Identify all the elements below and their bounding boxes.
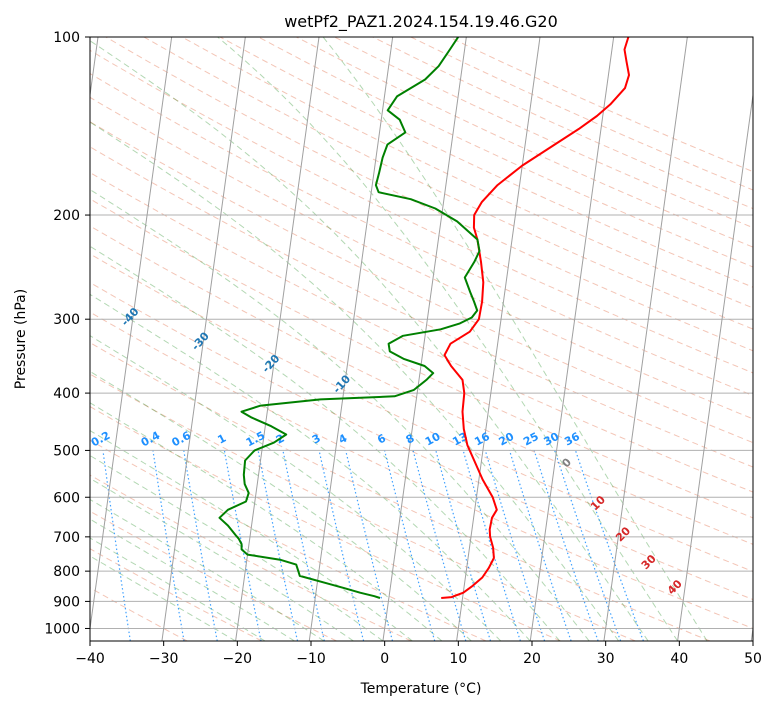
- mixing-ratio-line: [282, 450, 325, 641]
- x-axis: −40 −30 −20 −10 0 10 20 30 40 50: [75, 641, 762, 667]
- mixing-ratio-line: [574, 450, 644, 641]
- skewed-isotherms: [90, 37, 753, 641]
- moist-adiabat-line: [90, 188, 590, 641]
- dry-adiabat-line: [90, 439, 487, 641]
- moist-adiabat-line: [322, 37, 708, 641]
- dry-adiabat-line: [90, 171, 753, 493]
- moist-adiabat-line: [90, 293, 531, 641]
- isotherm-line: [308, 37, 394, 641]
- mixing-ratio-label: 16: [472, 430, 492, 449]
- x-tick-label: −20: [223, 651, 253, 667]
- x-tick-label: 0: [380, 651, 389, 667]
- isotherm-line: [90, 37, 173, 633]
- mixing-ratio-line: [462, 450, 521, 641]
- y-tick-label: 800: [53, 564, 80, 580]
- y-tick-label: 100: [53, 30, 80, 46]
- dewpoint-profile-line: [218, 37, 481, 599]
- mixing-ratio-label: 25: [521, 430, 541, 449]
- dry-adiabat-line: [143, 37, 753, 330]
- mixing-ratio-line: [484, 450, 546, 641]
- y-tick-label: 400: [53, 386, 80, 402]
- isotherm-line: [235, 37, 320, 641]
- mixing-ratio-line: [554, 450, 622, 641]
- dry-adiabat-line: [219, 37, 753, 288]
- moist-adiabat-line: [90, 555, 236, 641]
- moist-adiabat-line: [90, 121, 620, 641]
- chart-title: wetPf2_PAZ1.2024.154.19.46.G20: [284, 12, 558, 32]
- moist-adiabat-line: [90, 537, 266, 641]
- x-tick-label: 20: [523, 651, 541, 667]
- x-tick-label: 30: [597, 651, 615, 667]
- moist-adiabat-line: [90, 40, 649, 641]
- dry-adiabat-line: [90, 510, 337, 641]
- moist-adiabat-line: [90, 477, 354, 641]
- x-tick-label: 40: [670, 651, 688, 667]
- moist-adiabat-line: [90, 402, 443, 641]
- mixing-ratio-line: [318, 450, 365, 641]
- moist-adiabats: [90, 37, 708, 641]
- mixing-ratio-line: [508, 450, 572, 641]
- mixing-ratio-lines: [102, 450, 644, 641]
- sounding-series: [218, 37, 630, 599]
- y-tick-label: 1000: [44, 621, 80, 637]
- mixing-ratio-label: 10: [423, 430, 443, 449]
- dry-adiabat-line: [90, 548, 263, 641]
- mixing-ratio-label: 36: [562, 430, 582, 449]
- dry-adiabats: [90, 37, 753, 641]
- dry-adiabat-line: [90, 311, 753, 630]
- dry-adiabat-line: [90, 198, 753, 519]
- moist-adiabat-line: [217, 37, 679, 641]
- x-tick-label: −30: [149, 651, 179, 667]
- dry-adiabat-line: [90, 225, 753, 545]
- moist-adiabat-line: [90, 335, 502, 641]
- y-tick-label: 200: [53, 208, 80, 224]
- x-tick-label: −10: [296, 651, 326, 667]
- moist-adiabat-line: [90, 370, 472, 641]
- x-tick-label: 10: [449, 651, 467, 667]
- dry-adiabat-line: [90, 342, 711, 641]
- y-tick-label: 900: [53, 594, 80, 610]
- pressure-gridlines: [90, 37, 753, 629]
- isotherm-line: [677, 91, 753, 641]
- y-tick-label: 500: [53, 443, 80, 459]
- dry-adiabat-line: [105, 37, 753, 352]
- isotherm-line: [161, 37, 246, 641]
- temperature-profile-line: [441, 37, 630, 599]
- y-tick-label: 600: [53, 490, 80, 506]
- moist-adiabat-line: [90, 245, 561, 641]
- mixing-ratio-line: [152, 450, 185, 641]
- mixing-ratio-line: [533, 450, 599, 641]
- isotherm-line: [529, 37, 615, 641]
- mixing-ratio-line: [412, 450, 467, 641]
- dry-adiabat-line: [90, 96, 753, 420]
- isotherm-line: [456, 37, 541, 641]
- moist-adiabat-line: [90, 518, 295, 641]
- plot-area: -100-90-80-70-60-50-40-30-20-100.10.20.4…: [90, 37, 753, 641]
- plot-frame: [89, 36, 754, 642]
- dry-adiabat-line: [90, 373, 636, 641]
- mixing-ratio-label: 30: [542, 430, 562, 449]
- dry-adiabat-line: [90, 253, 753, 573]
- mixing-ratio-line: [257, 450, 299, 641]
- mixing-ratio-line: [384, 450, 436, 641]
- x-axis-title: Temperature (°C): [360, 681, 482, 697]
- y-axis-title: Pressure (hPa): [13, 289, 29, 389]
- y-tick-label: 300: [53, 312, 80, 328]
- moist-adiabat-line: [90, 454, 384, 641]
- x-tick-label: −40: [75, 651, 105, 667]
- isotherm-line: [603, 37, 688, 641]
- isotherm-line: [382, 37, 467, 641]
- mixing-ratio-label: 20: [497, 430, 517, 449]
- dry-adiabat-line: [90, 406, 561, 641]
- y-tick-label: 700: [53, 530, 80, 546]
- x-tick-label: 50: [744, 651, 762, 667]
- dry-adiabat-line: [90, 72, 753, 397]
- y-axis: 100 200 300 400 500 600 700 800 900 1000: [44, 30, 90, 637]
